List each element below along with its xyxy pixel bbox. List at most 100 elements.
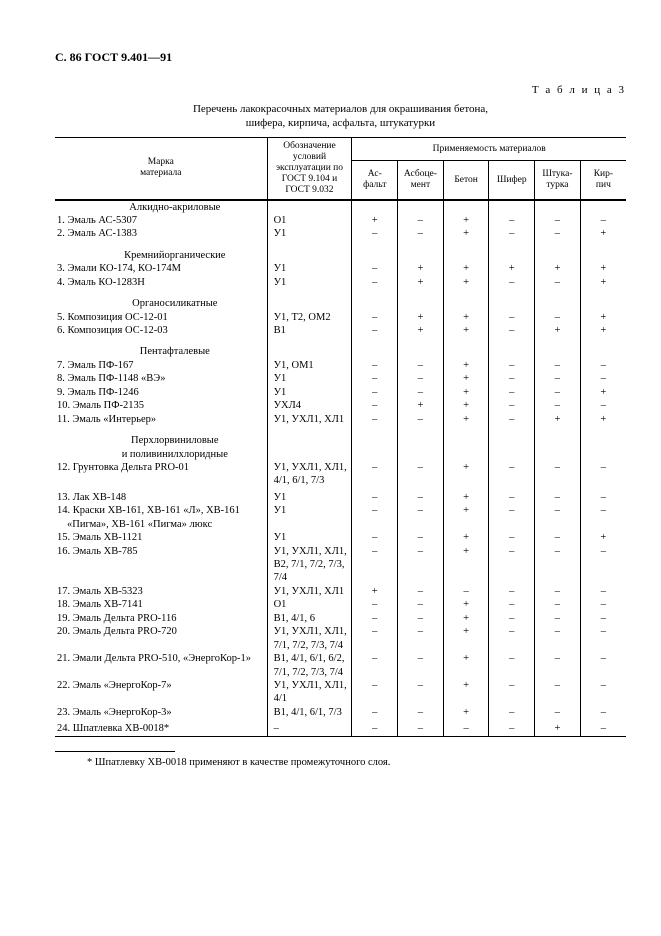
mark: – — [352, 372, 398, 385]
th-asphalt: Ас-фальт — [352, 161, 398, 200]
mark: – — [398, 652, 444, 679]
mark: – — [352, 679, 398, 706]
conditions: У1, Т2, ОМ2 — [267, 311, 352, 324]
row-r16: 16. Эмаль ХВ-785У1, УХЛ1, ХЛ1, В2, 7/1, … — [55, 545, 626, 585]
mark: – — [489, 625, 535, 652]
mark: – — [535, 531, 581, 544]
row-r20: 20. Эмаль Дельта PRO-720У1, УХЛ1, ХЛ1, 7… — [55, 625, 626, 652]
row-r13: 13. Лак ХВ-148У1––+––– — [55, 491, 626, 504]
mark: – — [489, 372, 535, 385]
material-name: 4. Эмаль КО-1283Н — [55, 276, 267, 289]
mark: – — [489, 722, 535, 736]
mark: + — [443, 504, 489, 531]
mark: – — [352, 276, 398, 289]
mark: + — [443, 531, 489, 544]
footnote: * Шпатлевку ХВ-0018 применяют в качестве… — [55, 752, 626, 769]
mark: – — [398, 625, 444, 652]
mark: – — [352, 625, 398, 652]
mark: – — [580, 612, 626, 625]
conditions: У1 — [267, 504, 352, 531]
mark: – — [398, 504, 444, 531]
mark: – — [398, 531, 444, 544]
mark: – — [352, 262, 398, 275]
materials-table: Маркаматериала Обозначение условий экспл… — [55, 137, 626, 737]
material-name: 15. Эмаль ХВ-1121 — [55, 531, 267, 544]
material-name: 19. Эмаль Дельта PRO-116 — [55, 612, 267, 625]
mark: – — [489, 461, 535, 488]
row-r22: 22. Эмаль «ЭнергоКор-7»У1, УХЛ1, ХЛ1, 4/… — [55, 679, 626, 706]
row-r6: 6. Композиция ОС-12-03В1–++–++ — [55, 324, 626, 337]
material-name: 1. Эмаль АС-5307 — [55, 214, 267, 227]
mark: – — [398, 612, 444, 625]
mark: – — [398, 706, 444, 719]
section-label: Органосиликатные — [57, 297, 263, 310]
section-label: Алкидно-акриловые — [57, 201, 263, 214]
conditions: У1, УХЛ1, ХЛ1, 4/1, 6/1, 7/3 — [267, 461, 352, 488]
material-name: 21. Эмали Дельта PRO-510, «ЭнергоКор-1» — [55, 652, 267, 679]
mark: + — [398, 276, 444, 289]
mark: – — [489, 531, 535, 544]
conditions: – — [267, 722, 352, 736]
mark: + — [443, 652, 489, 679]
section-label: Перхлорвиниловые — [57, 434, 263, 447]
caption-line-2: шифера, кирпича, асфальта, штукатурки — [246, 117, 435, 129]
mark: + — [352, 214, 398, 227]
mark: + — [443, 276, 489, 289]
mark: + — [443, 372, 489, 385]
conditions: В1 — [267, 324, 352, 337]
mark: – — [535, 359, 581, 372]
th-slate: Шифер — [489, 161, 535, 200]
mark: + — [443, 545, 489, 585]
mark: – — [352, 359, 398, 372]
mark: – — [352, 324, 398, 337]
mark: – — [352, 399, 398, 412]
mark: + — [443, 612, 489, 625]
mark: – — [398, 491, 444, 504]
material-name: 8. Эмаль ПФ-1148 «ВЭ» — [55, 372, 267, 385]
material-name: 5. Композиция ОС-12-01 — [55, 311, 267, 324]
mark: + — [443, 227, 489, 240]
mark: – — [489, 706, 535, 719]
conditions: У1 — [267, 491, 352, 504]
mark: – — [398, 372, 444, 385]
row-r4: 4. Эмаль КО-1283НУ1–++––+ — [55, 276, 626, 289]
conditions: У1 — [267, 372, 352, 385]
doc-header: С. 86 ГОСТ 9.401—91 — [55, 50, 626, 65]
mark: + — [443, 679, 489, 706]
row-r14: 14. Краски ХВ-161, ХВ-161 «Л», ХВ-161 «П… — [55, 504, 626, 531]
mark: – — [535, 386, 581, 399]
conditions: У1, УХЛ1, ХЛ1, 7/1, 7/2, 7/3, 7/4 — [267, 625, 352, 652]
mark: – — [489, 413, 535, 426]
mark: – — [535, 706, 581, 719]
conditions: У1 — [267, 276, 352, 289]
th-cond: Обозначение условий эксплуатации по ГОСТ… — [267, 137, 352, 199]
conditions: У1, УХЛ1, ХЛ1, 4/1 — [267, 679, 352, 706]
material-name: 20. Эмаль Дельта PRO-720 — [55, 625, 267, 652]
mark: – — [489, 612, 535, 625]
mark: – — [352, 722, 398, 736]
mark: + — [398, 311, 444, 324]
conditions: О1 — [267, 598, 352, 611]
conditions: У1 — [267, 262, 352, 275]
mark: + — [443, 324, 489, 337]
mark: + — [398, 399, 444, 412]
mark: – — [535, 214, 581, 227]
mark: – — [489, 545, 535, 585]
mark: – — [535, 372, 581, 385]
mark: – — [398, 545, 444, 585]
mark: – — [398, 585, 444, 598]
conditions: У1 — [267, 531, 352, 544]
mark: – — [580, 679, 626, 706]
row-r5: 5. Композиция ОС-12-01У1, Т2, ОМ2–++––+ — [55, 311, 626, 324]
mark: – — [489, 359, 535, 372]
row-r23: 23. Эмаль «ЭнергоКор-3»В1, 4/1, 6/1, 7/3… — [55, 706, 626, 719]
material-name: 17. Эмаль ХВ-5323 — [55, 585, 267, 598]
mark: – — [580, 585, 626, 598]
mark: – — [352, 531, 398, 544]
mark: + — [580, 413, 626, 426]
mark: – — [352, 311, 398, 324]
material-name: 2. Эмаль АС-1383 — [55, 227, 267, 240]
mark: – — [535, 612, 581, 625]
mark: + — [443, 311, 489, 324]
conditions: В1, 4/1, 6/1, 7/3 — [267, 706, 352, 719]
